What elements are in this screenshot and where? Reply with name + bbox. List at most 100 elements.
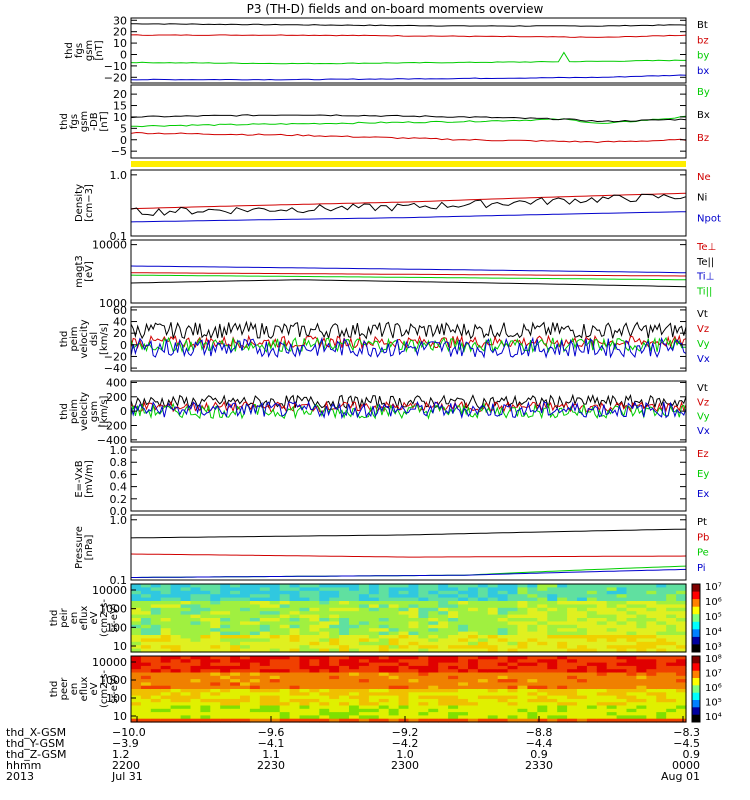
heatmap-cell <box>517 695 528 700</box>
heatmap-cell <box>269 621 281 626</box>
heatmap-cell <box>358 708 370 713</box>
heatmap-cell <box>487 675 499 680</box>
heatmap-cell <box>428 698 439 703</box>
heatmap-cell <box>666 692 677 697</box>
heatmap-cell <box>636 628 647 633</box>
heatmap-cell <box>230 641 241 646</box>
heatmap-cell <box>596 685 608 690</box>
heatmap-cell <box>388 692 400 697</box>
heatmap-cell <box>358 594 370 599</box>
heatmap-cell <box>487 594 499 599</box>
heatmap-cell <box>210 669 221 674</box>
heatmap-cell <box>140 631 152 636</box>
heatmap-cell <box>289 672 301 677</box>
heatmap-cell <box>418 628 429 633</box>
heatmap-cell <box>567 604 578 609</box>
heatmap-cell <box>567 659 578 664</box>
series-bx-line <box>130 74 687 81</box>
y-axis-label-line: eflux <box>79 606 90 631</box>
heatmap-cell <box>289 682 301 687</box>
heatmap-cell <box>349 594 360 599</box>
x-axis-row-label: thd_X-GSM <box>6 726 66 739</box>
heatmap-cell <box>567 712 578 716</box>
heatmap-cell <box>279 672 291 677</box>
heatmap-cell <box>329 705 340 710</box>
heatmap-cell <box>319 628 330 633</box>
heatmap-cell <box>398 708 410 713</box>
series-Ti⊥-line <box>130 265 686 274</box>
heatmap-cell <box>329 587 340 592</box>
heatmap-cell <box>487 685 499 690</box>
heatmap-cell <box>249 648 261 653</box>
heatmap-cell <box>349 685 360 690</box>
heatmap-cell <box>468 659 479 664</box>
heatmap-cell <box>279 614 291 619</box>
heatmap-cell <box>398 672 410 677</box>
heatmap-cell <box>646 631 657 636</box>
heatmap-cell <box>666 708 677 713</box>
heatmap-cell <box>309 584 320 588</box>
heatmap-cell <box>438 685 449 690</box>
heatmap-cell <box>557 656 568 660</box>
heatmap-cell <box>606 718 618 723</box>
heatmap-cell <box>240 718 251 723</box>
heatmap-cell <box>240 594 251 599</box>
heatmap-cell <box>378 712 390 716</box>
heatmap-cell <box>319 712 330 716</box>
heatmap-cell <box>398 705 410 710</box>
heatmap-cell <box>299 672 310 677</box>
heatmap-cell <box>537 645 548 650</box>
heatmap-cell <box>507 648 519 653</box>
heatmap-cell <box>388 645 400 650</box>
series-Te⊥-line <box>130 272 686 277</box>
heatmap-cell <box>636 621 647 626</box>
heatmap-cell <box>577 594 588 599</box>
heatmap-cell <box>180 597 192 602</box>
heatmap-cell <box>289 607 301 612</box>
heatmap-cell <box>616 718 628 723</box>
heatmap-cell <box>349 708 360 713</box>
heatmap-cell <box>180 718 192 723</box>
heatmap-cell <box>517 641 528 646</box>
heatmap-cell <box>626 682 637 687</box>
heatmap-cell <box>388 662 400 667</box>
heatmap-cell <box>279 665 291 670</box>
heatmap-cell <box>557 618 568 622</box>
heatmap-cell <box>497 656 509 660</box>
heatmap-cell <box>458 672 469 677</box>
x-axis-row-value: −9.2 <box>392 726 419 739</box>
heatmap-cell <box>150 611 162 616</box>
heatmap-cell <box>388 715 400 720</box>
heatmap-cell <box>527 692 538 697</box>
heatmap-cell <box>309 628 320 633</box>
heatmap-cell <box>577 669 588 674</box>
heatmap-cell <box>368 601 380 605</box>
heatmap-cell <box>626 587 637 592</box>
heatmap-cell <box>349 682 360 687</box>
heatmap-cell <box>269 669 281 674</box>
heatmap-cell <box>220 587 231 592</box>
heatmap-cell <box>398 597 410 602</box>
heatmap-cell <box>527 712 538 716</box>
heatmap-cell <box>299 641 310 646</box>
heatmap-cell <box>596 702 608 707</box>
heatmap-cell <box>269 718 281 723</box>
legend-entry-Bz: Bz <box>697 133 709 144</box>
heatmap-cell <box>676 708 687 713</box>
heatmap-cell <box>259 656 271 660</box>
heatmap-cell <box>458 628 469 633</box>
heatmap-cell <box>468 601 479 605</box>
heatmap-cell <box>656 705 667 710</box>
heatmap-cell <box>547 669 558 674</box>
heatmap-cell <box>438 584 449 588</box>
heatmap-cell <box>408 618 419 622</box>
heatmap-cell <box>240 648 251 653</box>
heatmap-cell <box>577 648 588 653</box>
heatmap-cell <box>339 662 350 667</box>
heatmap-cell <box>240 662 251 667</box>
heatmap-cell <box>299 611 310 616</box>
heatmap-cell <box>477 656 489 660</box>
heatmap-cell <box>140 698 152 703</box>
heatmap-cell <box>656 662 667 667</box>
heatmap-cell <box>230 705 241 710</box>
